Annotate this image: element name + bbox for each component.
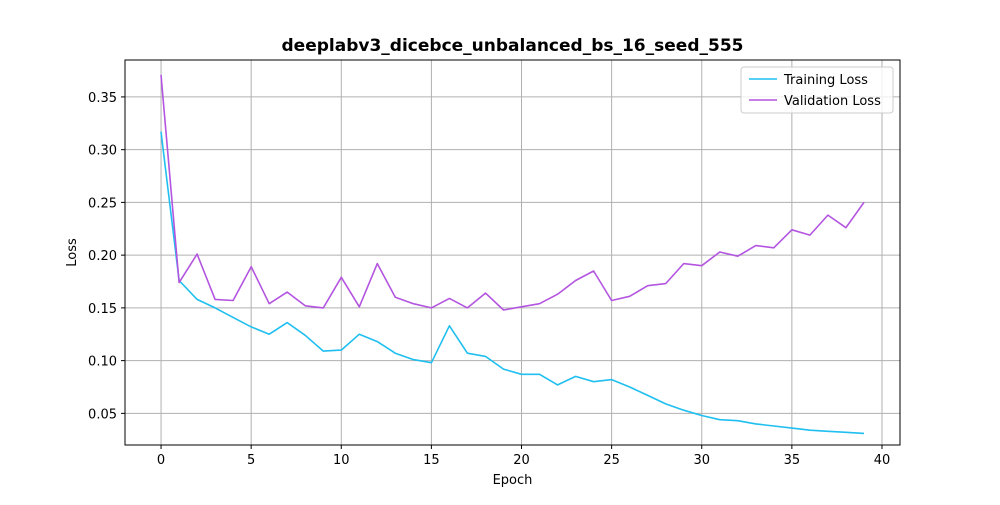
x-tick-label: 15 xyxy=(423,453,440,468)
y-tick-label: 0.05 xyxy=(88,407,117,422)
series-line-validation-loss xyxy=(160,74,865,311)
y-tick-label: 0.20 xyxy=(88,249,117,264)
y-tick-label: 0.25 xyxy=(88,196,117,211)
x-tick-label: 20 xyxy=(513,453,530,468)
x-tick-label: 0 xyxy=(157,453,165,468)
x-tick-label: 30 xyxy=(693,453,710,468)
y-tick-label: 0.35 xyxy=(88,91,117,106)
y-tick-label: 0.10 xyxy=(88,355,117,370)
legend-label: Validation Loss xyxy=(784,94,881,109)
x-tick-label: 10 xyxy=(333,453,350,468)
y-axis-label: Loss xyxy=(65,238,80,267)
legend-box xyxy=(740,66,894,114)
legend-label: Training Loss xyxy=(783,73,868,88)
chart-title: deeplabv3_dicebce_unbalanced_bs_16_seed_… xyxy=(282,36,744,56)
legend: Training Loss Validation Loss xyxy=(740,66,894,114)
x-tick-label: 25 xyxy=(603,453,620,468)
plot-frame xyxy=(124,59,901,446)
x-axis-label: Epoch xyxy=(493,473,533,488)
y-tick-label: 0.30 xyxy=(88,144,117,159)
x-tick-label: 35 xyxy=(784,453,801,468)
grid xyxy=(125,60,900,445)
axis-ticks: 0 5 10 15 20 25 30 35 40 0.05 0.10 0.15 0.20 0.25 0.30… xyxy=(88,91,890,468)
series-line-training-loss xyxy=(160,131,865,435)
series-lines xyxy=(160,74,865,435)
y-tick-label: 0.15 xyxy=(88,302,117,317)
x-tick-label: 40 xyxy=(874,453,891,468)
x-tick-label: 5 xyxy=(247,453,255,468)
